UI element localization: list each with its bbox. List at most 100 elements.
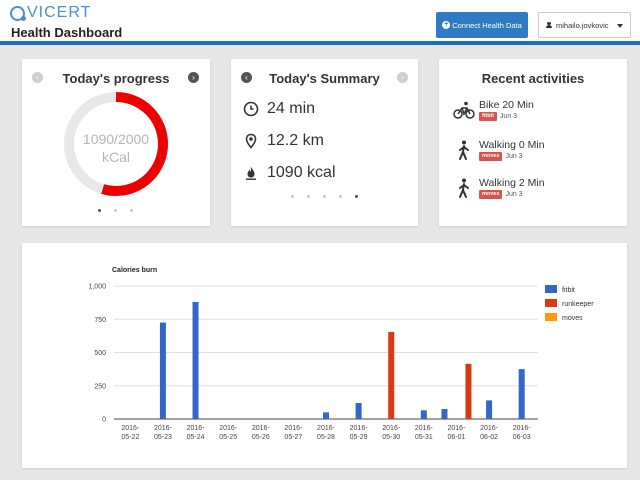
x-tick-label: 05-22 — [121, 434, 139, 441]
next-arrow-icon[interactable]: › — [188, 72, 199, 83]
legend-label-runkeeper[interactable]: runkeeper — [562, 301, 594, 308]
pager-dot[interactable] — [291, 195, 294, 198]
walking-icon — [453, 139, 475, 161]
bar-fitbit[interactable] — [355, 403, 362, 419]
user-menu-dropdown[interactable]: mihailo.jovkovic — [538, 12, 631, 38]
location-pin-icon — [243, 133, 259, 149]
progress-title: Today's progress — [62, 71, 170, 86]
source-badge: moves — [479, 190, 503, 199]
bar-fitbit[interactable] — [441, 409, 448, 419]
x-tick-label: 05-24 — [187, 434, 205, 441]
activity-item[interactable]: Walking 2 Min moves Jun 3 — [453, 177, 545, 199]
prev-arrow-icon[interactable]: ‹ — [241, 72, 252, 83]
x-tick-label: 2016- — [284, 425, 303, 432]
legend-swatch — [545, 299, 557, 307]
user-icon — [546, 22, 552, 28]
x-tick-label: 05-30 — [382, 434, 400, 441]
legend-label-moves[interactable]: moves — [562, 315, 583, 322]
summary-calories-row: 1090 kcal — [243, 164, 336, 182]
y-tick-label: 250 — [94, 383, 106, 390]
bar-fitbit[interactable] — [486, 400, 493, 419]
bar-fitbit[interactable] — [192, 301, 199, 419]
x-tick-label: 05-29 — [350, 434, 368, 441]
vicert-logo[interactable]: VICERT — [10, 4, 91, 22]
x-tick-label: 05-31 — [415, 434, 433, 441]
source-badge: fitbit — [479, 112, 497, 121]
pager-dot[interactable] — [130, 209, 133, 212]
pager-dot[interactable] — [323, 195, 326, 198]
bar-runkeeper[interactable] — [465, 363, 472, 419]
pager-dot[interactable] — [339, 195, 342, 198]
summary-duration: 24 min — [267, 100, 316, 117]
progress-ring: 1090/2000 kCal — [64, 92, 168, 196]
x-tick-label: 2016- — [154, 425, 173, 432]
activity-name: Walking 2 Min — [479, 177, 545, 189]
legend-swatch — [545, 285, 557, 293]
progress-ring-fill — [64, 92, 168, 196]
x-tick-label: 2016- — [121, 425, 140, 432]
x-tick-label: 2016- — [187, 425, 206, 432]
x-tick-label: 2016- — [219, 425, 238, 432]
pager-dot[interactable] — [114, 209, 117, 212]
activities-title: Recent activities — [481, 71, 585, 86]
top-header: VICERT Health Dashboard + Connect Health… — [0, 0, 640, 45]
legend-swatch — [545, 313, 557, 321]
x-tick-label: 2016- — [350, 425, 369, 432]
summary-title: Today's Summary — [269, 71, 380, 86]
bike-icon — [453, 99, 475, 121]
pager-dot[interactable] — [98, 209, 101, 212]
x-tick-label: 2016- — [317, 425, 336, 432]
progress-pager — [98, 209, 133, 212]
logo-mark-icon — [10, 5, 26, 21]
x-tick-label: 2016- — [252, 425, 271, 432]
plus-circle-icon: + — [442, 21, 451, 29]
x-tick-label: 2016- — [415, 425, 434, 432]
x-tick-label: 2016- — [448, 425, 467, 432]
activity-name: Walking 0 Min — [479, 139, 545, 151]
recent-activities-card: Recent activities Bike 20 Min fitbit Jun… — [439, 59, 627, 226]
x-tick-label: 05-27 — [284, 434, 302, 441]
x-tick-label: 05-23 — [154, 434, 172, 441]
progress-unit: kCal — [102, 149, 130, 165]
bar-runkeeper[interactable] — [388, 331, 395, 419]
pager-dot[interactable] — [355, 195, 358, 198]
pager-dot[interactable] — [307, 195, 310, 198]
connect-health-data-button[interactable]: + Connect Health Data — [436, 12, 528, 38]
source-badge: moves — [479, 152, 503, 161]
bar-fitbit[interactable] — [420, 410, 427, 419]
next-arrow-icon[interactable]: › — [397, 72, 408, 83]
progress-value: 1090/2000 — [83, 131, 149, 147]
bar-fitbit[interactable] — [159, 322, 166, 419]
app-title: Health Dashboard — [11, 25, 123, 40]
prev-arrow-icon[interactable]: ‹ — [32, 72, 43, 83]
y-tick-label: 0 — [102, 417, 106, 424]
y-tick-label: 750 — [94, 317, 106, 324]
x-tick-label: 06-01 — [448, 434, 466, 441]
progress-card: ‹ Today's progress › 1090/2000 kCal — [22, 59, 210, 226]
activity-item[interactable]: Walking 0 Min moves Jun 3 — [453, 139, 545, 161]
summary-duration-row: 24 min — [243, 100, 315, 118]
calories-chart-card: Calories burn 0 250 500 750 1,000 2016- 05-22… — [22, 243, 627, 468]
summary-distance-row: 12.2 km — [243, 132, 324, 150]
legend-label-fitbit[interactable]: fitbit — [562, 287, 575, 294]
activity-name: Bike 20 Min — [479, 99, 534, 111]
x-tick-label: 2016- — [513, 425, 532, 432]
logo-text: VICERT — [27, 4, 92, 21]
x-tick-label: 05-26 — [252, 434, 270, 441]
bar-fitbit[interactable] — [518, 369, 525, 419]
bar-fitbit[interactable] — [323, 412, 329, 419]
activity-item[interactable]: Bike 20 Min fitbit Jun 3 — [453, 99, 534, 121]
activity-date: Jun 3 — [499, 113, 518, 120]
clock-icon — [243, 101, 259, 117]
walking-icon — [453, 177, 475, 199]
y-tick-label: 1,000 — [88, 284, 106, 291]
activity-date: Jun 3 — [505, 153, 523, 160]
chart-title: Calories burn — [112, 267, 157, 274]
summary-card: ‹ Today's Summary › 24 min 12.2 km 1090 … — [231, 59, 418, 226]
connect-button-label: Connect Health Data — [452, 20, 522, 30]
flame-icon — [243, 165, 259, 181]
x-tick-label: 2016- — [382, 425, 401, 432]
calories-bar-chart: Calories burn 0 250 500 750 1,000 2016- 05-22… — [88, 267, 594, 441]
x-tick-label: 2016- — [480, 425, 499, 432]
x-tick-label: 06-02 — [480, 434, 498, 441]
